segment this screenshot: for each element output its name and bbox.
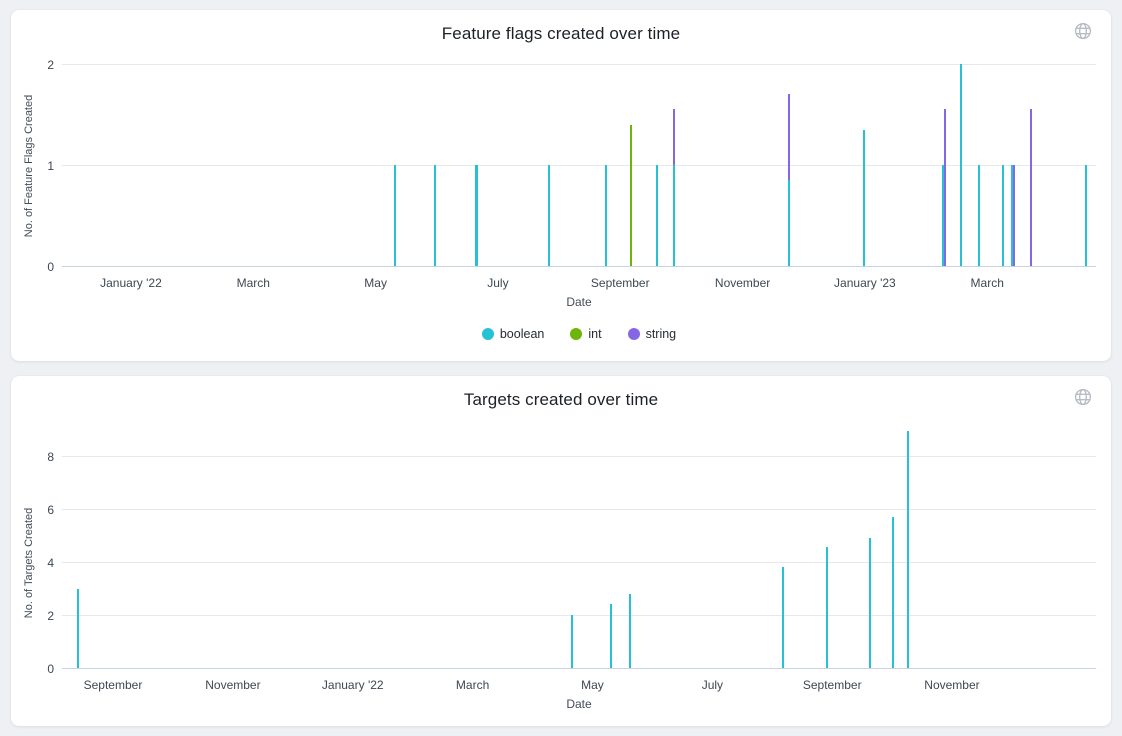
bar-targets[interactable] (570, 615, 573, 668)
bar-targets[interactable] (868, 538, 871, 668)
bar-targets[interactable] (891, 516, 894, 668)
legend-label: boolean (499, 327, 545, 341)
bar-string[interactable] (1029, 109, 1032, 266)
chart-title: Feature flags created over time (441, 24, 681, 43)
bar-boolean[interactable] (942, 165, 945, 266)
bar-boolean[interactable] (863, 129, 866, 266)
bar-boolean[interactable] (978, 165, 981, 266)
bar-boolean[interactable] (548, 165, 550, 266)
x-tick-label: November (714, 276, 771, 290)
legend-dot-icon (570, 328, 583, 340)
y-tick-label: 0 (47, 662, 54, 676)
x-tick-label: July (487, 276, 509, 290)
x-tick-label: May (364, 276, 387, 290)
x-axis-line (62, 668, 1096, 669)
plot-area: No. of Targets Created Date 0 2 4 6 8 Septemb… (23, 430, 1096, 711)
bar-targets[interactable] (906, 430, 909, 668)
x-tick-label: September (802, 678, 862, 692)
gridline (62, 64, 1096, 65)
bar-boolean[interactable] (1002, 165, 1005, 266)
y-tick-label: 2 (47, 58, 54, 72)
legend: boolean int string (62, 327, 1096, 341)
legend-label: int (588, 327, 602, 341)
bar-string[interactable] (1013, 165, 1016, 266)
plot-area: No. of Feature Flags Created Date boolea… (23, 58, 1096, 341)
y-tick-label: 1 (47, 159, 54, 173)
x-tick-label: January '22 (321, 678, 384, 692)
x-tick-label: November (205, 678, 261, 692)
gridline (62, 615, 1096, 616)
legend-item-int[interactable]: int (570, 327, 602, 341)
feature-flags-chart-card: Feature flags created over time No. of F… (11, 10, 1111, 361)
bar-targets[interactable] (782, 567, 784, 668)
targets-chart-card: Targets created over time No. of Targets… (11, 376, 1111, 726)
x-tick-label: January '22 (100, 276, 162, 290)
x-tick-label: March (455, 678, 490, 692)
bar-boolean[interactable] (787, 180, 790, 266)
x-tick-label: March (236, 276, 270, 290)
bar-boolean[interactable] (393, 165, 396, 266)
y-tick-label: 6 (47, 503, 54, 517)
x-axis-title: Date (566, 295, 592, 309)
y-tick-label: 4 (47, 556, 54, 570)
bar-targets[interactable] (609, 604, 612, 668)
y-tick-label: 8 (47, 450, 54, 464)
gridline (62, 562, 1096, 563)
x-tick-label: May (581, 678, 604, 692)
legend-item-boolean[interactable]: boolean (481, 327, 545, 341)
globe-icon[interactable] (1074, 388, 1092, 406)
x-axis-title: Date (566, 697, 592, 711)
bar-targets[interactable] (77, 588, 80, 668)
gridline (62, 456, 1096, 457)
globe-icon[interactable] (1074, 22, 1092, 40)
bar-targets[interactable] (628, 593, 631, 668)
legend-item-string[interactable]: string (627, 327, 677, 341)
legend-label: string (645, 327, 677, 341)
gridline (62, 509, 1096, 510)
bar-boolean[interactable] (1010, 165, 1013, 266)
bar-targets[interactable] (826, 547, 829, 668)
bar-string[interactable] (944, 109, 947, 266)
y-tick-label: 2 (47, 609, 54, 623)
y-tick-label: 0 (47, 260, 54, 274)
bar-boolean[interactable] (475, 165, 479, 266)
bar-boolean[interactable] (959, 64, 962, 266)
bar-int[interactable] (630, 124, 633, 266)
legend-dot-icon (481, 328, 494, 340)
x-axis-line (62, 266, 1096, 267)
bar-boolean[interactable] (672, 165, 675, 266)
gridline (62, 165, 1096, 166)
x-tick-label: September (83, 678, 143, 692)
bar-boolean[interactable] (434, 165, 437, 266)
x-tick-label: January '23 (834, 276, 896, 290)
bar-boolean[interactable] (1084, 165, 1087, 266)
chart-title: Targets created over time (463, 390, 659, 409)
x-tick-label: March (970, 276, 1004, 290)
x-tick-label: November (924, 678, 980, 692)
x-tick-label: September (590, 276, 650, 290)
bar-boolean[interactable] (656, 165, 659, 266)
legend-dot-icon (627, 328, 640, 340)
x-tick-label: July (701, 678, 724, 692)
bar-boolean[interactable] (604, 165, 607, 266)
